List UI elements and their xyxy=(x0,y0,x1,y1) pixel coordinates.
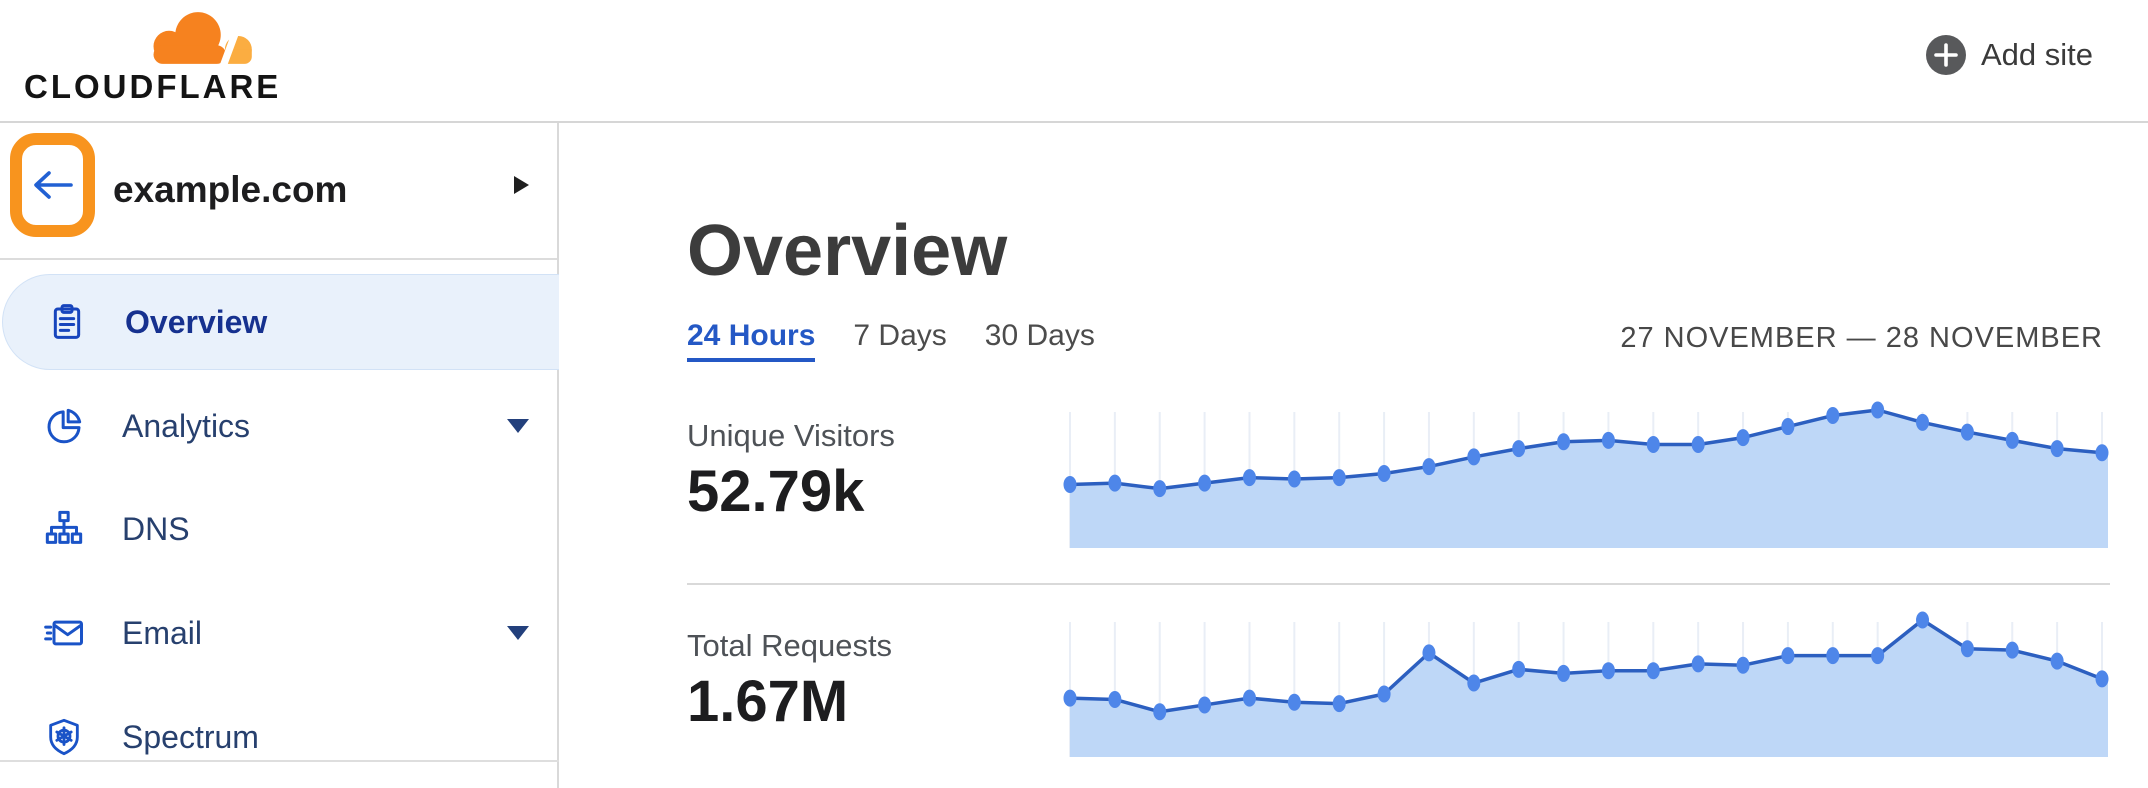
sidebar-item-label: DNS xyxy=(122,510,190,547)
chevron-right-icon[interactable] xyxy=(514,176,529,194)
sidebar-item-email[interactable]: Email xyxy=(0,585,559,681)
cloudflare-logo[interactable]: CLOUDFLARE xyxy=(24,8,282,106)
metric-label-total-requests: Total Requests xyxy=(687,628,893,663)
email-icon xyxy=(44,620,83,646)
back-button[interactable] xyxy=(31,168,75,202)
sidebar-item-spectrum[interactable]: Spectrum xyxy=(0,689,559,785)
total-requests-chart xyxy=(1058,609,2110,757)
sidebar-item-dns[interactable]: DNS xyxy=(0,481,559,577)
clipboard-icon xyxy=(53,304,81,339)
metric-value-total-requests: 1.67M xyxy=(687,669,849,734)
site-switcher: example.com xyxy=(0,123,557,260)
sitemap-icon xyxy=(45,510,83,544)
sidebar-item-label: Analytics xyxy=(122,407,251,444)
arrow-left-icon xyxy=(33,171,73,199)
date-range-label: 27 NOVEMBER — 28 NOVEMBER xyxy=(1620,322,2103,354)
add-site-button[interactable]: Add site xyxy=(1925,34,2093,76)
metric-label-unique-visitors: Unique Visitors xyxy=(687,418,895,453)
add-site-label: Add site xyxy=(1981,37,2094,72)
sidebar: example.com Overview Analytics xyxy=(0,123,559,788)
cloudflare-cloud-icon xyxy=(153,12,252,66)
unique-visitors-chart xyxy=(1058,400,2110,548)
sidebar-item-overview[interactable]: Overview xyxy=(2,274,559,370)
pie-chart-icon xyxy=(47,408,82,444)
tab-7-days[interactable]: 7 Days xyxy=(853,319,947,352)
sidebar-divider xyxy=(0,760,559,762)
metric-value-unique-visitors: 52.79k xyxy=(687,459,865,524)
page-title: Overview xyxy=(687,211,1008,291)
plus-circle-icon xyxy=(1926,35,1966,75)
cloudflare-wordmark: CLOUDFLARE xyxy=(24,68,282,105)
metric-row-divider xyxy=(687,583,2110,585)
sidebar-item-analytics[interactable]: Analytics xyxy=(0,378,559,474)
sidebar-item-label: Overview xyxy=(125,303,268,340)
sidebar-item-label: Spectrum xyxy=(122,718,259,755)
tab-24-hours[interactable]: 24 Hours xyxy=(687,320,816,362)
time-range-tabs: 24 Hours 7 Days 30 Days xyxy=(687,320,1095,362)
chevron-down-icon[interactable] xyxy=(507,419,529,433)
site-name: example.com xyxy=(113,169,348,210)
top-header: CLOUDFLARE Add site xyxy=(0,0,2148,123)
highlight-annotation xyxy=(10,133,95,237)
shield-icon xyxy=(49,718,79,756)
chevron-down-icon[interactable] xyxy=(507,626,529,640)
tab-30-days[interactable]: 30 Days xyxy=(984,319,1095,352)
sidebar-item-label: Email xyxy=(122,614,203,651)
